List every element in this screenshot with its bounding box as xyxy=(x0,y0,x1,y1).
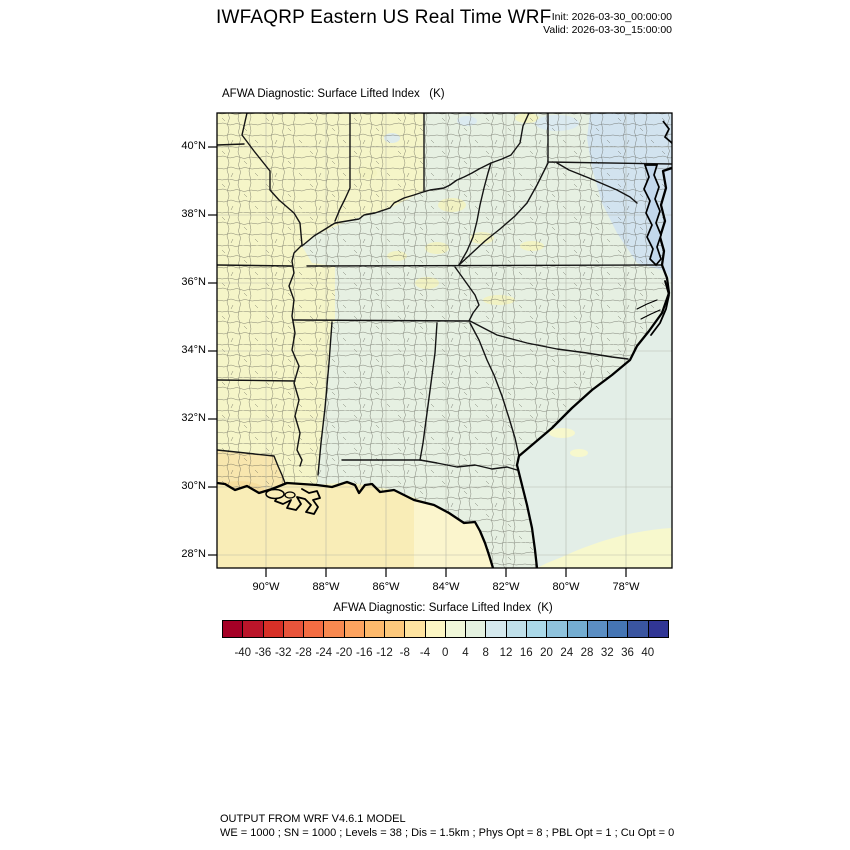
lat-tick-label: 32°N xyxy=(181,412,206,424)
colorbar-cell xyxy=(243,621,264,637)
colorbar-cell xyxy=(263,621,284,637)
colorbar-title: AFWA Diagnostic: Surface Lifted Index (K… xyxy=(333,602,553,614)
colorbar-cell xyxy=(445,621,467,637)
colorbar-cell xyxy=(223,621,244,637)
lat-tick-label: 34°N xyxy=(181,344,206,356)
colorbar-tick-label: 12 xyxy=(499,647,513,659)
delaware-bay xyxy=(662,120,672,144)
colorbar-cell xyxy=(547,621,568,637)
atlantic-water xyxy=(517,168,672,568)
map-frame xyxy=(216,112,673,569)
colorbar-tick-label: -16 xyxy=(355,647,373,659)
colorbar-tick-label: 4 xyxy=(462,647,469,659)
colorbar-tick-label: -8 xyxy=(399,647,410,659)
model-config-line: WE = 1000 ; SN = 1000 ; Levels = 38 ; Di… xyxy=(220,827,675,839)
colorbar-tick-label: 28 xyxy=(580,647,594,659)
colorbar-cell xyxy=(344,621,365,637)
lake-pontchartrain xyxy=(265,488,285,500)
lat-tick-label: 30°N xyxy=(181,480,206,492)
model-info-footer: OUTPUT FROM WRF V4.6.1 MODEL WE = 1000 ;… xyxy=(220,812,674,840)
colorbar-tick-label: -24 xyxy=(315,647,333,659)
colorbar-tick-label: 40 xyxy=(641,647,655,659)
colorbar-cell xyxy=(526,621,548,637)
colorbar-tick-label: -32 xyxy=(274,647,292,659)
gulf-water-east xyxy=(414,500,493,568)
map-canvas xyxy=(208,112,673,577)
colorbar-cell xyxy=(628,621,649,637)
colorbar-tick-label: 16 xyxy=(519,647,533,659)
colorbar-cell xyxy=(466,621,487,637)
axis-ticks xyxy=(208,146,627,577)
coastline xyxy=(217,166,672,568)
colorbar-cell xyxy=(486,621,507,637)
colorbar-cell xyxy=(587,621,609,637)
valid-time-label: Valid: 2026-03-30_15:00:00 xyxy=(543,24,672,36)
lat-tick-label: 40°N xyxy=(181,140,206,152)
lat-tick-label: 38°N xyxy=(181,208,206,220)
colorbar-cell xyxy=(364,621,386,637)
colorbar-cell xyxy=(567,621,588,637)
colorbar-cell xyxy=(648,621,668,637)
colorbar-tick-label: 32 xyxy=(600,647,614,659)
run-time-block: Init: 2026-03-30_00:00:00 Valid: 2026-03… xyxy=(500,11,672,37)
lon-tick-label: 86°W xyxy=(372,581,400,593)
lon-tick-label: 78°W xyxy=(612,581,640,593)
colorbar-tick-label: -20 xyxy=(335,647,353,659)
lon-tick-label: 80°W xyxy=(552,581,580,593)
graticule xyxy=(217,113,672,568)
model-version-line: OUTPUT FROM WRF V4.6.1 MODEL xyxy=(220,813,406,825)
colorbar-tick-label: -12 xyxy=(376,647,393,659)
colorbar-tick-label: -40 xyxy=(234,647,252,659)
colorbar-tick-label: -36 xyxy=(254,647,272,659)
weather-map-plot xyxy=(208,112,673,577)
colorbar-tick-label: 0 xyxy=(442,647,449,659)
lon-tick-label: 90°W xyxy=(252,581,280,593)
colorbar-tick-label: -28 xyxy=(295,647,312,659)
colorbar-cell xyxy=(304,621,325,637)
colorbar-cell xyxy=(283,621,305,637)
init-time-label: Init: 2026-03-30_00:00:00 xyxy=(551,11,672,23)
lon-tick-label: 84°W xyxy=(432,581,460,593)
state-boundaries xyxy=(217,113,672,484)
colorbar-cell xyxy=(506,621,527,637)
chesapeake-bay xyxy=(643,164,662,267)
lon-tick-label: 88°W xyxy=(312,581,340,593)
page-title: IWFAQRP Eastern US Real Time WRF xyxy=(216,7,552,28)
colorbar-tick-label: 20 xyxy=(540,647,553,659)
lat-tick-label: 28°N xyxy=(181,548,206,560)
colorbar xyxy=(222,620,669,638)
lat-tick-label: 36°N xyxy=(181,276,206,288)
colorbar-tick-label: 24 xyxy=(560,647,574,659)
map-subtitle: AFWA Diagnostic: Surface Lifted Index (K… xyxy=(222,88,445,100)
colorbar-cell xyxy=(385,621,406,637)
colorbar-tick-label: 36 xyxy=(621,647,634,659)
colorbar-cell xyxy=(405,621,426,637)
colorbar-cell xyxy=(324,621,345,637)
colorbar-cell xyxy=(608,621,629,637)
lon-tick-label: 82°W xyxy=(492,581,520,593)
colorbar-tick-label: -4 xyxy=(419,647,431,659)
colorbar-tick-label: 8 xyxy=(482,647,489,659)
atlantic-water-south-yellow xyxy=(537,528,672,568)
colorbar-cell xyxy=(425,621,446,637)
